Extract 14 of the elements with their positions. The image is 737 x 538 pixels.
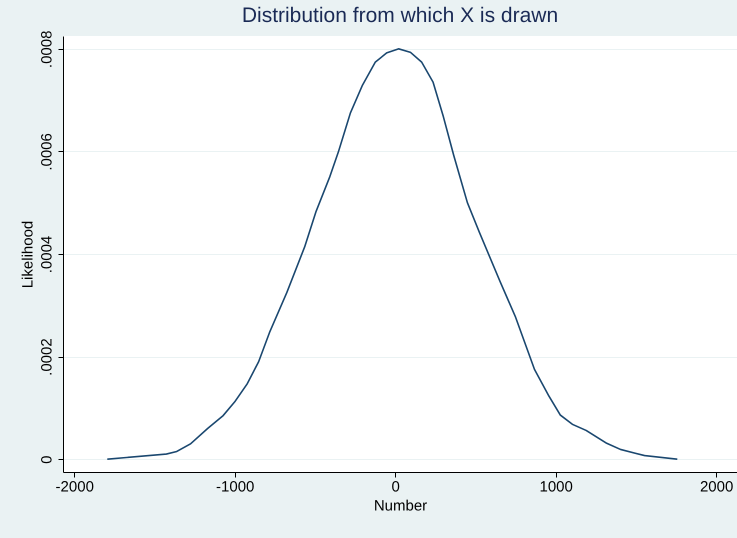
x-tick-label: -1000 xyxy=(216,478,254,496)
x-tick-label: -2000 xyxy=(56,478,94,496)
x-tick-label: 1000 xyxy=(539,478,573,496)
y-axis-title: Likelihood xyxy=(20,220,36,288)
chart-title: Distribution from which X is drawn xyxy=(242,4,558,28)
x-axis-title: Number xyxy=(374,498,428,514)
y-tick-label: .0004 xyxy=(38,236,56,274)
y-tick-label: 0 xyxy=(38,456,56,464)
y-tick-label: .0006 xyxy=(38,133,56,171)
y-tick-label: .0002 xyxy=(38,338,56,376)
y-tick-label: .0008 xyxy=(38,30,56,68)
line-series xyxy=(106,48,678,460)
x-tick-label: 0 xyxy=(392,478,400,496)
x-tick-label: 2000 xyxy=(700,478,734,496)
